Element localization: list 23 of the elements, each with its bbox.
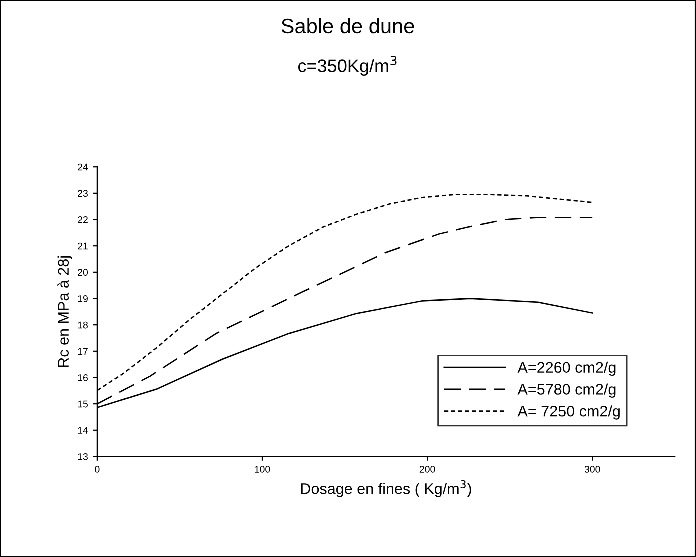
chart-title: Sable de dune <box>282 18 414 34</box>
x-tick-label: 100 <box>255 466 270 473</box>
y-tick-label: 19 <box>78 295 88 302</box>
y-tick-label: 17 <box>78 348 88 355</box>
chart-subtitle: c=350Kg/m$^{3}$ <box>298 56 397 76</box>
legend-label: A= 7250 cm2/g <box>518 406 620 420</box>
y-tick-label: 15 <box>78 400 88 408</box>
x-tick-label: 300 <box>584 466 600 473</box>
x-tick-label: 200 <box>420 466 436 473</box>
y-tick-label: 22 <box>78 216 88 224</box>
legend-label: A=5780 cm2/g <box>518 384 616 398</box>
y-tick-label: 21 <box>78 242 88 250</box>
y-tick-label: 14 <box>78 427 88 434</box>
y-tick-label: 18 <box>78 322 88 329</box>
x-axis-title: Dosage en fines ( Kg/m$^{3}$) <box>301 480 472 498</box>
y-axis-title: Rc en MPa à 28j <box>58 256 72 368</box>
x-tick-label: 0 <box>95 466 100 473</box>
y-tick-label: 24 <box>78 164 88 171</box>
legend-label: A=2260 cm2/g <box>518 362 616 376</box>
y-tick-label: 16 <box>78 374 88 382</box>
y-tick-label: 23 <box>78 190 88 198</box>
y-tick-label: 13 <box>78 453 88 460</box>
y-tick-label: 20 <box>78 269 88 276</box>
